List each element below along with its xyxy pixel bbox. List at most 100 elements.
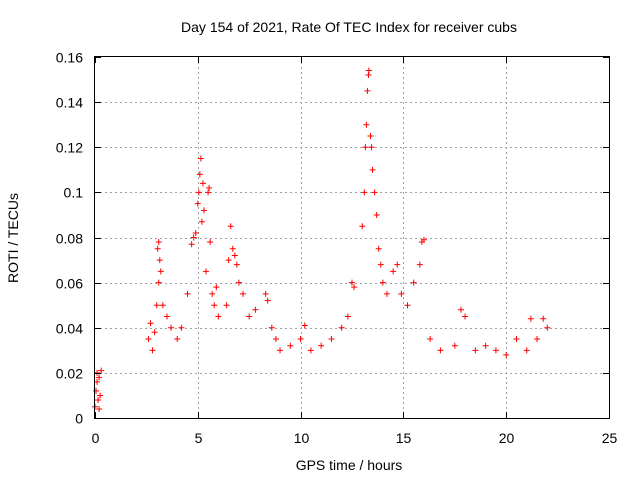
data-point bbox=[94, 378, 101, 385]
data-point bbox=[231, 252, 238, 259]
data-point bbox=[427, 336, 434, 343]
data-point bbox=[523, 347, 530, 354]
data-point bbox=[223, 302, 230, 309]
data-point bbox=[163, 313, 170, 320]
data-point bbox=[390, 268, 397, 275]
data-point bbox=[383, 290, 390, 297]
data-point bbox=[373, 211, 380, 218]
data-point bbox=[375, 245, 382, 252]
data-point bbox=[159, 302, 166, 309]
data-point bbox=[157, 268, 164, 275]
data-point bbox=[196, 171, 203, 178]
data-point bbox=[211, 302, 218, 309]
data-point bbox=[379, 279, 386, 286]
y-tick-label: 0.04 bbox=[56, 321, 83, 337]
data-point bbox=[94, 369, 101, 376]
data-point bbox=[155, 239, 162, 246]
data-point bbox=[213, 284, 220, 291]
data-point bbox=[205, 189, 212, 196]
data-point bbox=[410, 279, 417, 286]
data-point bbox=[362, 144, 369, 151]
y-tick-label: 0.14 bbox=[56, 95, 83, 111]
data-point bbox=[462, 313, 469, 320]
data-point bbox=[492, 347, 499, 354]
data-point bbox=[287, 342, 294, 349]
data-point bbox=[338, 324, 345, 331]
x-tick-label: 15 bbox=[396, 430, 412, 446]
data-point bbox=[277, 347, 284, 354]
data-point bbox=[149, 347, 156, 354]
data-point bbox=[361, 189, 368, 196]
data-points-layer bbox=[92, 67, 551, 412]
data-point bbox=[156, 257, 163, 264]
x-tick-label: 0 bbox=[92, 430, 100, 446]
data-point bbox=[168, 324, 175, 331]
data-point bbox=[246, 313, 253, 320]
data-point bbox=[95, 396, 102, 403]
grid-layer bbox=[95, 57, 609, 418]
data-point bbox=[147, 320, 154, 327]
data-point bbox=[96, 374, 103, 381]
data-point bbox=[190, 234, 197, 241]
data-point bbox=[184, 290, 191, 297]
data-point bbox=[416, 261, 423, 268]
data-point bbox=[404, 302, 411, 309]
data-point bbox=[197, 155, 204, 162]
data-point bbox=[394, 261, 401, 268]
data-point bbox=[369, 166, 376, 173]
data-point bbox=[398, 290, 405, 297]
data-point bbox=[225, 257, 232, 264]
x-tick-label: 25 bbox=[602, 430, 618, 446]
data-point bbox=[194, 200, 201, 207]
x-tick-label: 5 bbox=[195, 430, 203, 446]
data-point bbox=[199, 180, 206, 187]
data-point bbox=[154, 245, 161, 252]
data-point bbox=[301, 322, 308, 329]
y-tick-label: 0.16 bbox=[56, 50, 83, 66]
ticks-layer bbox=[95, 57, 610, 419]
data-point bbox=[227, 223, 234, 230]
data-point bbox=[93, 387, 100, 394]
data-point bbox=[371, 189, 378, 196]
data-point bbox=[349, 279, 355, 286]
tick-labels-layer: 0 5 10 15 20 25 0 0.02 0.04 0.06 0.08 0.1 0.12 0.14 0.… bbox=[56, 50, 618, 447]
data-point bbox=[420, 236, 427, 243]
plot-frame bbox=[94, 56, 610, 419]
data-point bbox=[151, 329, 158, 336]
data-point bbox=[198, 218, 205, 225]
data-point bbox=[240, 290, 247, 297]
data-point bbox=[174, 336, 181, 343]
data-point bbox=[272, 336, 279, 343]
y-tick-label: 0.12 bbox=[56, 140, 83, 156]
data-point bbox=[482, 342, 489, 349]
data-point bbox=[192, 229, 199, 236]
data-point bbox=[155, 279, 162, 286]
data-point bbox=[472, 347, 479, 354]
data-point bbox=[233, 261, 240, 268]
data-point bbox=[544, 324, 551, 331]
data-point bbox=[264, 297, 271, 304]
y-tick-label: 0.02 bbox=[56, 366, 83, 382]
data-point bbox=[96, 405, 103, 412]
data-point bbox=[268, 324, 275, 331]
data-point bbox=[534, 336, 541, 343]
data-point bbox=[307, 347, 314, 354]
data-point bbox=[368, 144, 375, 151]
data-point bbox=[206, 184, 213, 191]
data-point bbox=[351, 284, 358, 291]
y-tick-label: 0.08 bbox=[56, 231, 83, 247]
data-point bbox=[365, 67, 372, 74]
y-tick-label: 0.06 bbox=[56, 276, 83, 292]
data-point bbox=[540, 315, 547, 322]
x-tick-label: 20 bbox=[499, 430, 515, 446]
data-point bbox=[363, 121, 370, 128]
x-axis-label: GPS time / hours bbox=[296, 457, 403, 473]
data-point bbox=[364, 87, 371, 94]
data-point bbox=[207, 239, 214, 246]
y-axis-label: ROTI / TECUs bbox=[5, 193, 21, 283]
data-point bbox=[203, 268, 210, 275]
data-point bbox=[513, 336, 520, 343]
data-point bbox=[215, 313, 222, 320]
data-point bbox=[344, 313, 351, 320]
